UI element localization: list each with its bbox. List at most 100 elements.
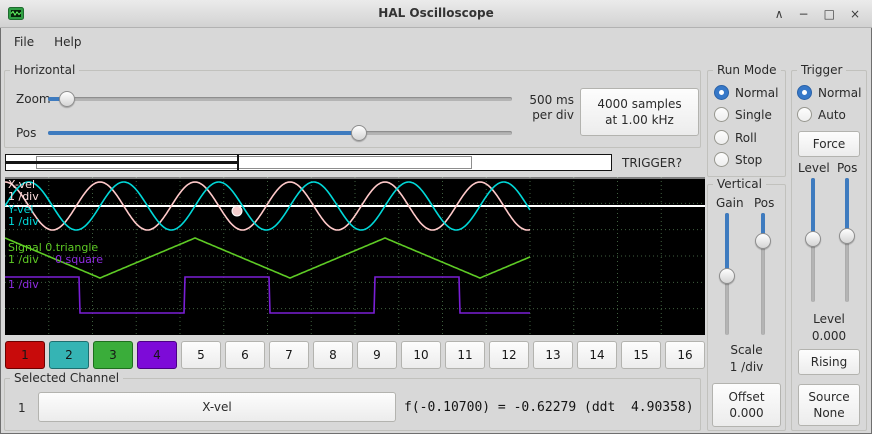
channel-name-button[interactable]: X-vel xyxy=(38,392,396,422)
force-trigger-button[interactable]: Force xyxy=(798,131,860,157)
radio-label: Normal xyxy=(818,85,862,100)
pos-slider-fill xyxy=(48,131,359,135)
channel-button-14[interactable]: 14 xyxy=(577,341,617,369)
timebase-value: 500 ms xyxy=(529,93,574,107)
trace-triangle xyxy=(5,237,531,279)
zoom-slider-handle[interactable] xyxy=(58,91,75,107)
trigger-level-slider[interactable] xyxy=(804,178,822,302)
trigger-radio-auto[interactable]: Auto xyxy=(797,106,846,123)
radio-icon[interactable] xyxy=(714,130,729,145)
menu-file[interactable]: File xyxy=(14,35,35,49)
shade-button[interactable]: ∧ xyxy=(774,7,784,21)
channel-button-1[interactable]: 1 xyxy=(5,341,45,369)
radio-label: Normal xyxy=(735,85,779,100)
run-mode-radio-single[interactable]: Single xyxy=(714,106,772,123)
channel-button-11[interactable]: 11 xyxy=(445,341,485,369)
run-mode-radio-normal[interactable]: Normal xyxy=(714,84,778,101)
trigger-pos-handle[interactable] xyxy=(839,228,855,245)
zoom-slider-track[interactable] xyxy=(48,97,512,101)
trigger-source-value: None xyxy=(813,406,845,420)
trigger-radio-normal[interactable]: Normal xyxy=(797,84,861,101)
channel-button-6[interactable]: 6 xyxy=(225,341,265,369)
gain-slider[interactable] xyxy=(718,213,736,335)
channel-button-13[interactable]: 13 xyxy=(533,341,573,369)
zoom-slider[interactable] xyxy=(48,90,512,108)
trigger-level-caption: Level xyxy=(813,312,845,326)
acquisition-position-bar[interactable] xyxy=(5,154,612,171)
gain-slider-handle[interactable] xyxy=(719,268,735,285)
channel-button-16[interactable]: 16 xyxy=(665,341,705,369)
pos-slider[interactable] xyxy=(48,124,512,142)
minimize-button[interactable]: − xyxy=(798,7,809,21)
menubar: File Help xyxy=(0,28,872,56)
horizontal-group xyxy=(4,70,701,148)
trigger-status-label: TRIGGER? xyxy=(622,156,683,170)
data-extent-bar xyxy=(6,161,238,164)
channel-button-2[interactable]: 2 xyxy=(49,341,89,369)
trigger-group-label: Trigger xyxy=(797,63,847,77)
zoom-slider-fill xyxy=(48,97,67,101)
scale-value: 1 /div xyxy=(729,360,764,374)
channel-button-3[interactable]: 3 xyxy=(93,341,133,369)
radio-icon[interactable] xyxy=(797,85,812,100)
force-trigger-label: Force xyxy=(812,137,846,151)
vertical-pos-slider-label: Pos xyxy=(754,196,775,210)
channel-button-row: 1 2 3 4 5 6 7 8 9 10 11 12 13 14 15 16 xyxy=(5,341,705,369)
window-controls: ∧ − □ × xyxy=(775,0,860,28)
timebase-unit: per div xyxy=(532,108,574,122)
oscilloscope-display[interactable]: X-vel 1 /div Y-vel 1 /div Signal 0.triangle 1… xyxy=(5,177,705,335)
vertical-pos-slider[interactable] xyxy=(754,213,772,335)
trace-x-vel xyxy=(5,181,531,231)
scope-canvas xyxy=(5,177,705,335)
channel-button-7[interactable]: 7 xyxy=(269,341,309,369)
vertical-pos-track[interactable] xyxy=(761,213,765,335)
menu-help[interactable]: Help xyxy=(54,35,82,49)
trace-y-vel xyxy=(5,181,531,231)
trigger-position-marker xyxy=(237,155,239,170)
run-mode-radio-stop[interactable]: Stop xyxy=(714,151,762,168)
run-mode-group-label: Run Mode xyxy=(713,63,781,77)
radio-icon[interactable] xyxy=(714,85,729,100)
pos-label: Pos xyxy=(16,126,37,140)
gain-slider-label: Gain xyxy=(716,196,744,210)
trigger-source-label: Source xyxy=(808,390,850,404)
channel-button-9[interactable]: 9 xyxy=(357,341,397,369)
trigger-level-handle[interactable] xyxy=(805,230,821,247)
radio-label: Roll xyxy=(735,130,757,145)
vertical-pos-fill xyxy=(761,213,765,242)
zoom-label: Zoom xyxy=(16,92,51,106)
timebase-label: 500 ms per div xyxy=(514,93,574,123)
sample-marker xyxy=(231,205,243,217)
trigger-edge-button[interactable]: Rising xyxy=(798,349,860,375)
app-icon xyxy=(8,6,24,22)
trigger-level-value: 0.000 xyxy=(811,329,847,343)
titlebar: HAL Oscilloscope ∧ − □ × xyxy=(0,0,872,28)
channel-name-label: X-vel xyxy=(202,400,232,414)
window-title: HAL Oscilloscope xyxy=(378,6,494,20)
channel-button-5[interactable]: 5 xyxy=(181,341,221,369)
horizontal-group-label: Horizontal xyxy=(10,63,80,77)
close-button[interactable]: × xyxy=(849,7,860,21)
trigger-pos-slider[interactable] xyxy=(838,178,856,302)
vertical-pos-handle[interactable] xyxy=(755,233,771,250)
channel-button-15[interactable]: 15 xyxy=(621,341,661,369)
channel-button-12[interactable]: 12 xyxy=(489,341,529,369)
vertical-group-label: Vertical xyxy=(713,177,766,191)
samples-count: 4000 samples xyxy=(597,97,682,111)
trigger-source-button[interactable]: Source None xyxy=(798,384,860,426)
gain-slider-fill xyxy=(725,213,729,277)
maximize-button[interactable]: □ xyxy=(823,7,835,21)
channel-button-4[interactable]: 4 xyxy=(137,341,177,369)
radio-icon[interactable] xyxy=(797,107,812,122)
samples-rate-button[interactable]: 4000 samples at 1.00 kHz xyxy=(580,88,699,136)
trigger-edge-label: Rising xyxy=(810,355,848,369)
channel-button-10[interactable]: 10 xyxy=(401,341,441,369)
samples-rate: at 1.00 kHz xyxy=(605,113,674,127)
offset-button[interactable]: Offset 0.000 xyxy=(712,383,781,427)
radio-icon[interactable] xyxy=(714,152,729,167)
pos-slider-handle[interactable] xyxy=(350,125,367,141)
run-mode-radio-roll[interactable]: Roll xyxy=(714,129,757,146)
channel-button-8[interactable]: 8 xyxy=(313,341,353,369)
radio-icon[interactable] xyxy=(714,107,729,122)
